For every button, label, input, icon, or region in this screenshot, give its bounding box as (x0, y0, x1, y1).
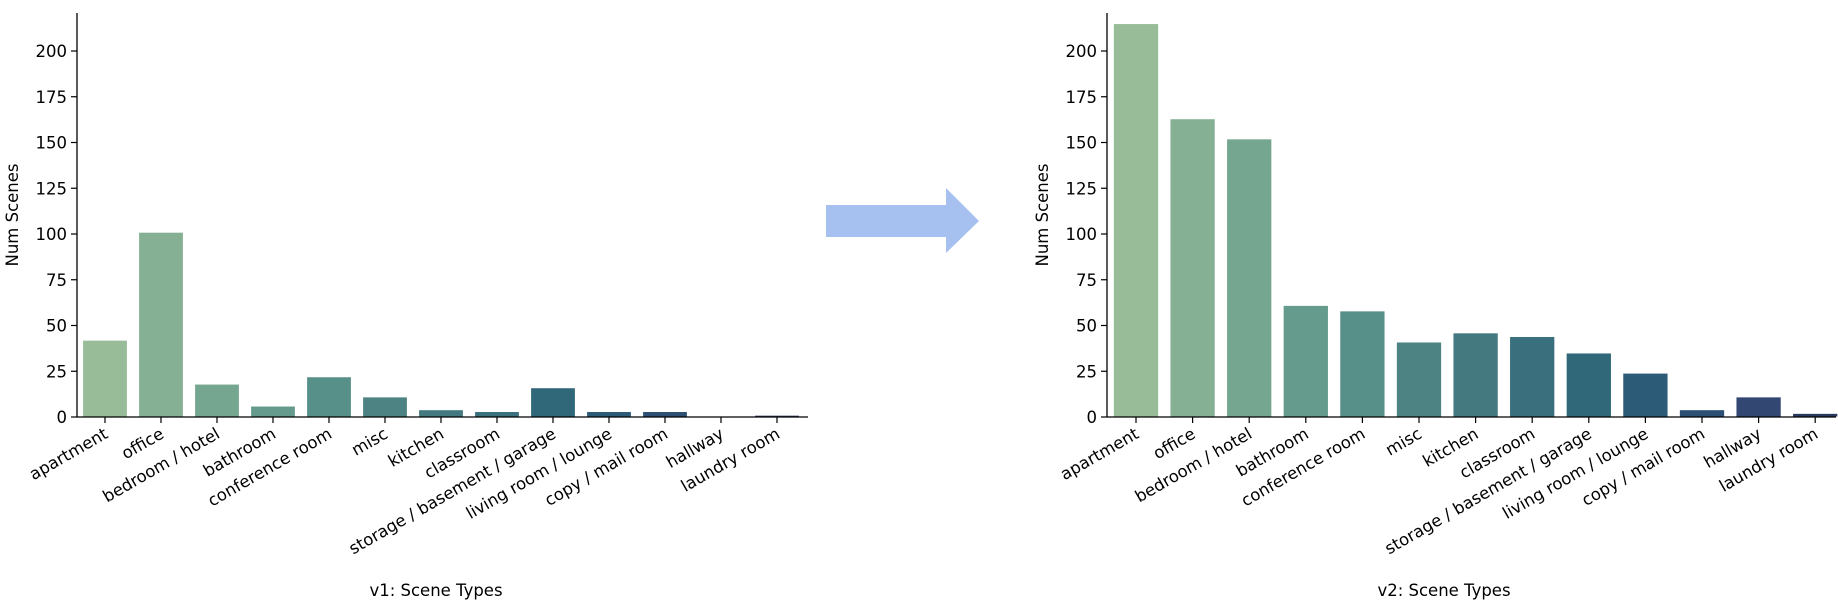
y-tick-label: 100 (36, 225, 68, 244)
bar-2 (1226, 138, 1273, 418)
bar-6 (1452, 332, 1499, 418)
y-tick-label: 25 (46, 362, 67, 381)
bar-10 (642, 411, 688, 418)
bar-9 (586, 411, 632, 418)
y-tick-label: 0 (1087, 408, 1098, 427)
y-tick-label: 50 (46, 317, 67, 336)
y-tick-label: 125 (1066, 179, 1098, 198)
y-tick-label: 175 (1066, 88, 1098, 107)
bar-1 (1169, 118, 1216, 418)
bar-3 (1282, 304, 1329, 418)
x-tick-label: laundry room (678, 424, 783, 496)
bar-8 (530, 387, 576, 418)
transition-arrow-icon (826, 188, 979, 253)
bar-1 (138, 231, 184, 418)
y-tick-label: 200 (36, 42, 68, 61)
bar-7 (1509, 335, 1556, 418)
y-tick-label: 150 (36, 134, 68, 153)
y-tick-label: 50 (1076, 317, 1097, 336)
y-tick-label: 75 (46, 271, 67, 290)
bar-5 (1395, 341, 1443, 418)
bar-4 (1339, 310, 1386, 418)
x-tick-label: apartment (1057, 424, 1142, 484)
y-tick-label: 100 (1066, 225, 1098, 244)
bar-10 (1678, 409, 1726, 418)
bar-9 (1622, 372, 1669, 418)
y-tick-label: 0 (57, 408, 68, 427)
bar-11 (1735, 396, 1782, 418)
y-axis-label: Num Scenes (1033, 163, 1052, 266)
x-tick-label: apartment (26, 424, 111, 484)
bar-4 (306, 376, 352, 418)
bar-3 (250, 405, 296, 418)
y-tick-label: 25 (1076, 362, 1097, 381)
bar-5 (362, 396, 408, 418)
bar-0 (82, 339, 128, 418)
y-tick-label: 200 (1066, 42, 1098, 61)
bar-6 (418, 409, 464, 418)
bar-7 (474, 411, 520, 418)
y-tick-label: 125 (36, 179, 68, 198)
y-axis-label: Num Scenes (3, 163, 22, 266)
y-tick-label: 175 (36, 88, 68, 107)
bar-2 (194, 383, 240, 418)
y-tick-label: 75 (1076, 271, 1097, 290)
bar-8 (1565, 352, 1612, 418)
bar-0 (1112, 23, 1160, 418)
x-axis-label: v1: Scene Types (369, 581, 502, 600)
y-tick-label: 150 (1066, 134, 1098, 153)
x-axis-label: v2: Scene Types (1377, 581, 1510, 600)
x-tick-label: laundry room (1716, 424, 1821, 496)
